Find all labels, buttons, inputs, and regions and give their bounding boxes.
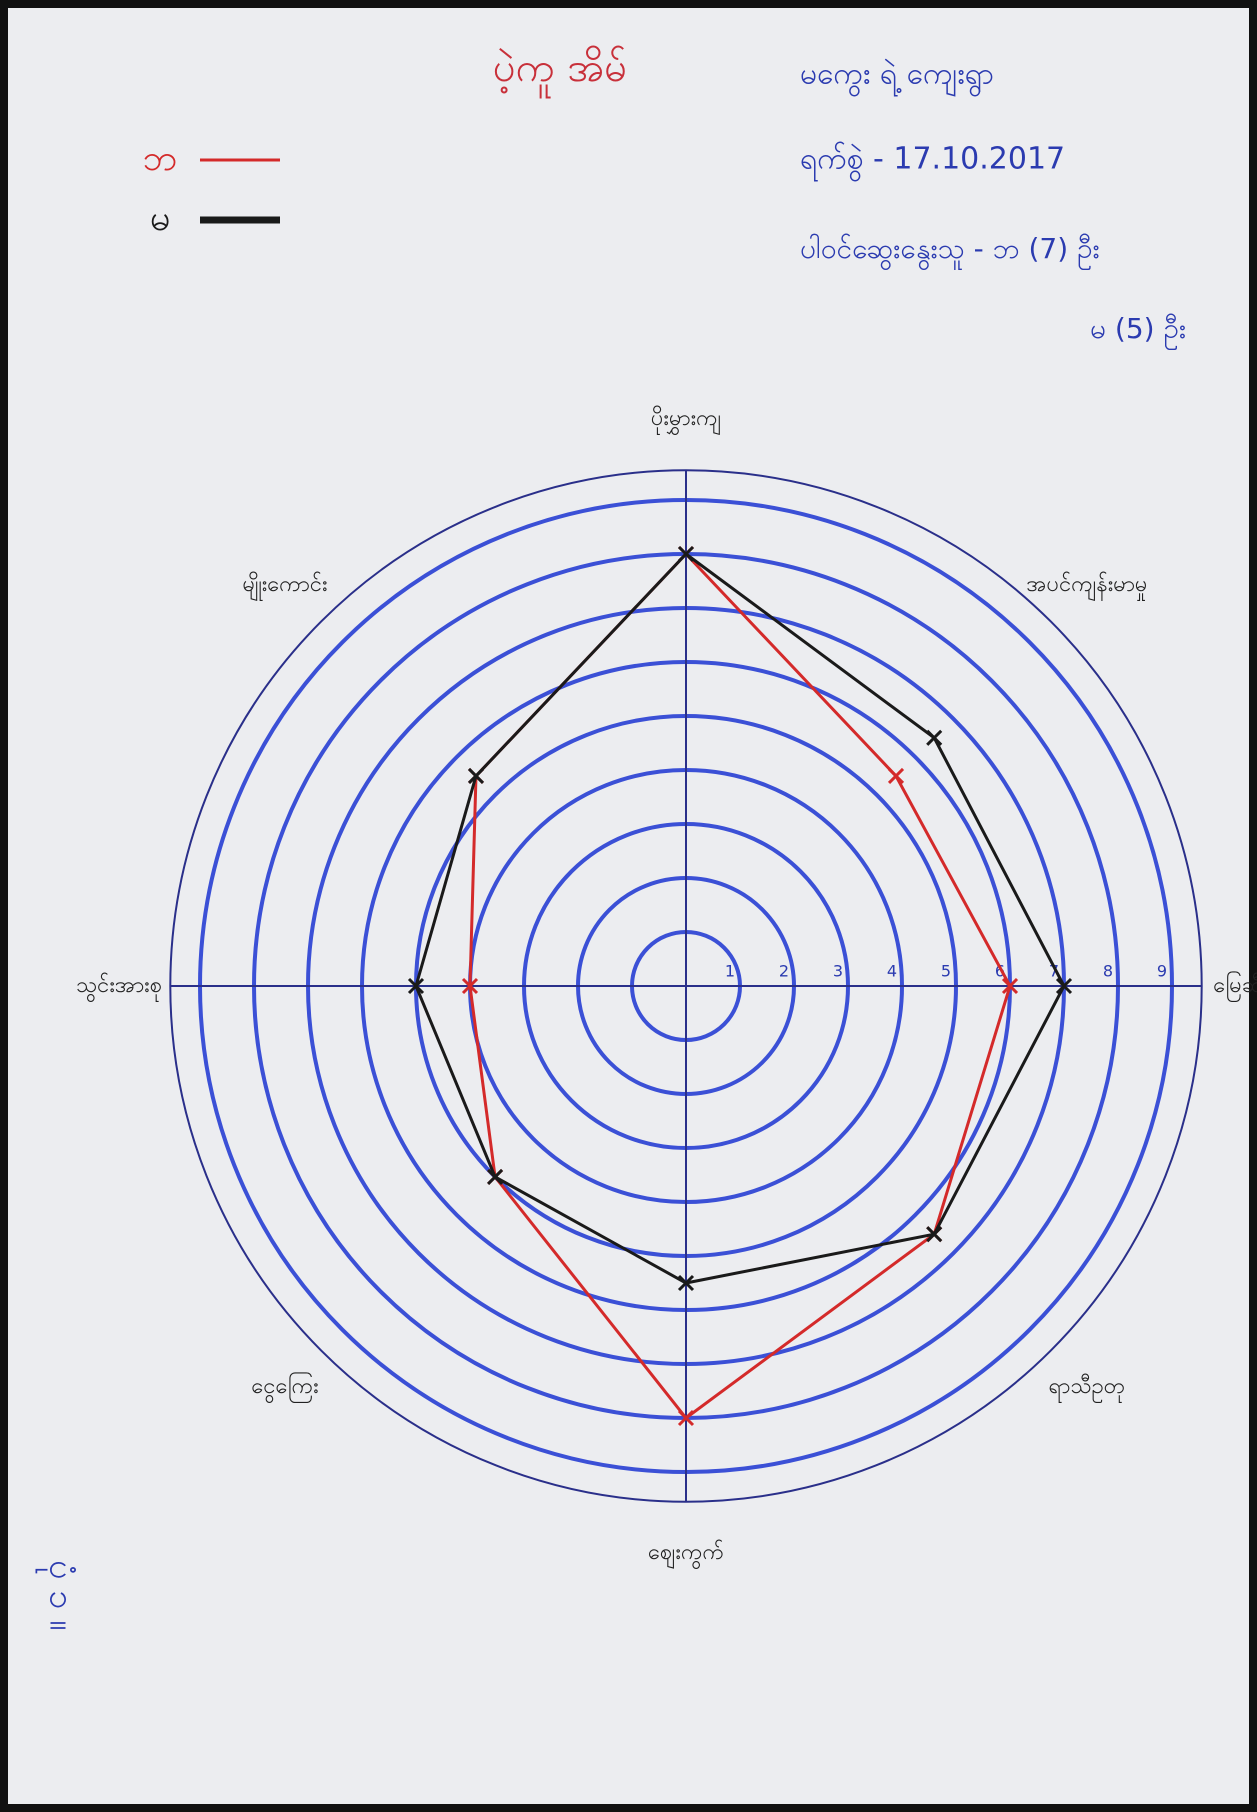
r-tick-label: 8 bbox=[1103, 962, 1113, 981]
r-tick-label: 1 bbox=[725, 962, 735, 981]
r-tick-label: 3 bbox=[833, 962, 843, 981]
r-tick-label: 5 bbox=[941, 962, 951, 981]
paper bbox=[4, 4, 1253, 1808]
axis-label: မြေဆီလွှာ bbox=[1213, 971, 1257, 1002]
note: မကွေး ရဲ့ ကျေးရွာ bbox=[800, 57, 994, 98]
axis-label: အပင်ကျန်းမာမှု bbox=[1026, 571, 1147, 601]
r-tick-label: 4 bbox=[887, 962, 897, 981]
axis-label: ရာသီဥတု bbox=[1049, 1373, 1126, 1403]
note: ရက်စွဲ - 17.10.2017 bbox=[800, 142, 1065, 183]
r-tick-label: 6 bbox=[995, 962, 1005, 981]
photo: ပဲ့ကူ အိမ် မကွေး ရဲ့ ကျေးရွာ ရက်စွဲ - 17… bbox=[0, 0, 1257, 1812]
legend-label: ဘ bbox=[143, 138, 178, 179]
r-tick-label: 9 bbox=[1157, 962, 1167, 981]
chart: ပဲ့ကူ အိမ် မကွေး ရဲ့ ကျေးရွာ ရက်စွဲ - 17… bbox=[0, 0, 1257, 1812]
r-tick-label: 2 bbox=[779, 962, 789, 981]
chart-title: ပဲ့ကူ အိမ် bbox=[493, 45, 627, 99]
caption: ပုံ ၁ ။ bbox=[36, 1560, 82, 1630]
axis-label: ပိုးမွှားကျ bbox=[651, 405, 721, 435]
legend-label: မ bbox=[150, 198, 171, 239]
